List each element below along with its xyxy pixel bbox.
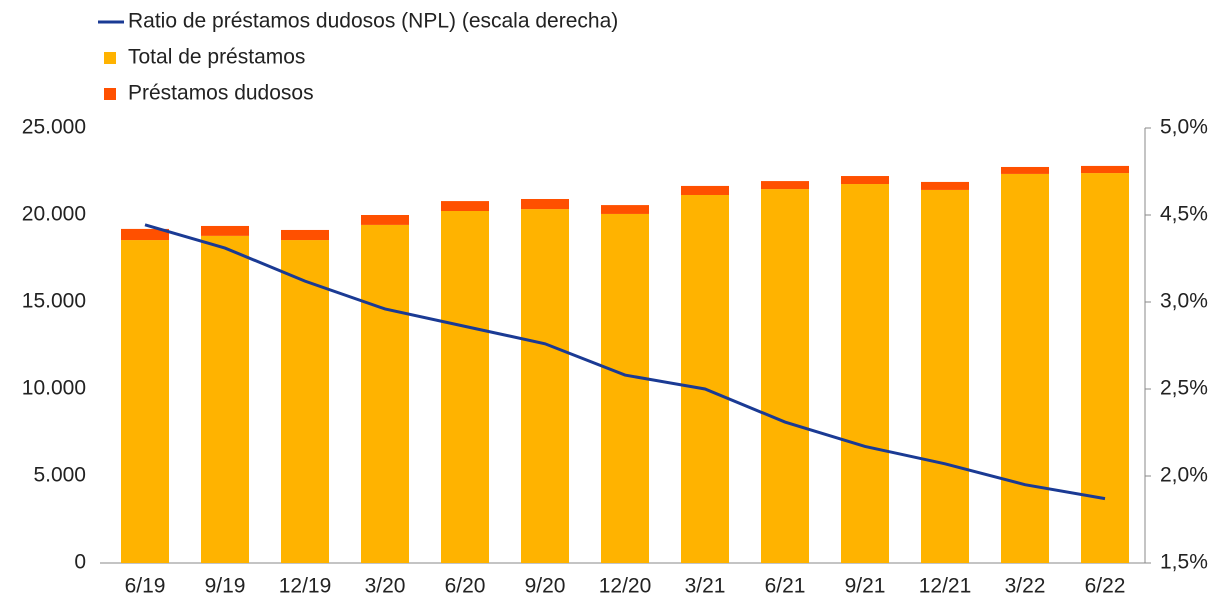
bar-segment xyxy=(121,228,169,241)
bar-segment xyxy=(121,240,169,563)
bar-segment xyxy=(1081,165,1129,174)
bar-segment xyxy=(201,225,249,236)
bar-segment xyxy=(841,184,889,563)
legend-swatch xyxy=(104,88,116,100)
x-tick-label: 12/19 xyxy=(279,575,332,598)
legend-label: Préstamos dudosos xyxy=(128,82,314,105)
bar-segment xyxy=(601,213,649,563)
bar-segment xyxy=(361,224,409,563)
x-tick-label: 6/21 xyxy=(765,575,806,598)
bar-segment xyxy=(1081,173,1129,564)
bar-segment xyxy=(841,176,889,185)
y2-tick-label: 1,5% xyxy=(1160,551,1208,574)
y-tick-label: 5.000 xyxy=(33,464,86,487)
bar-segment xyxy=(1001,166,1049,174)
y-tick-label: 10.000 xyxy=(22,377,86,400)
y2-tick-label: 5,0% xyxy=(1160,116,1208,139)
bar-segment xyxy=(681,194,729,564)
bar-segment xyxy=(681,185,729,195)
bar-segment xyxy=(281,240,329,563)
y2-tick-label: 3,0% xyxy=(1160,290,1208,313)
x-tick-label: 6/19 xyxy=(125,575,166,598)
x-tick-label: 12/21 xyxy=(919,575,972,598)
x-tick-label: 12/20 xyxy=(599,575,652,598)
y2-tick-label: 4,5% xyxy=(1160,203,1208,226)
bar-segment xyxy=(521,198,569,210)
bar-segment xyxy=(761,181,809,190)
npl-line xyxy=(144,223,1106,501)
bar-segment xyxy=(441,210,489,564)
bar-segment xyxy=(521,209,569,564)
bar-segment xyxy=(761,189,809,563)
x-tick-label: 3/20 xyxy=(365,575,406,598)
bar-segment xyxy=(921,189,969,563)
y-tick-label: 25.000 xyxy=(22,116,86,139)
x-tick-label: 6/20 xyxy=(445,575,486,598)
y-tick-label: 20.000 xyxy=(22,203,86,226)
bar-segment xyxy=(201,235,249,563)
legend-label: Ratio de préstamos dudosos (NPL) (escala… xyxy=(128,10,618,33)
bar-segment xyxy=(361,215,409,225)
x-tick-label: 9/20 xyxy=(525,575,566,598)
legend-label: Total de préstamos xyxy=(128,46,305,69)
x-tick-label: 3/21 xyxy=(685,575,726,598)
bar-segment xyxy=(281,229,329,241)
y2-tick-label: 2,5% xyxy=(1160,377,1208,400)
x-tick-label: 6/22 xyxy=(1085,575,1126,598)
y-tick-label: 15.000 xyxy=(22,290,86,313)
bar-segment xyxy=(1001,173,1049,563)
bar-segment xyxy=(441,201,489,211)
y2-tick-label: 2,0% xyxy=(1160,464,1208,487)
y-tick-label: 0 xyxy=(74,551,86,574)
x-tick-label: 9/19 xyxy=(205,575,246,598)
bar-segment xyxy=(601,205,649,214)
x-tick-label: 3/22 xyxy=(1005,575,1046,598)
x-tick-label: 9/21 xyxy=(845,575,886,598)
bar-segment xyxy=(921,181,969,190)
legend-swatch xyxy=(104,52,116,64)
